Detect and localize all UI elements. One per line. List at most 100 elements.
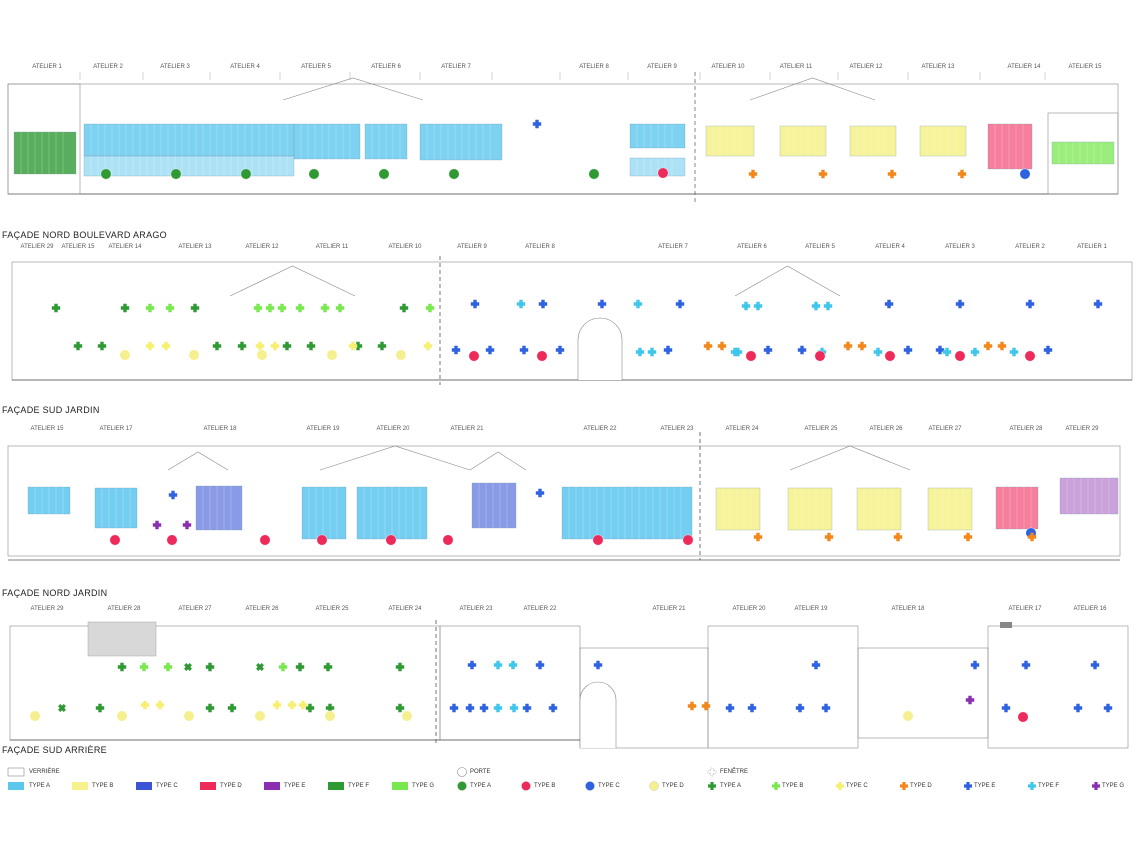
atelier-label: ATELIER 2 [93, 64, 123, 70]
window-marker [725, 703, 735, 713]
window-marker [73, 341, 83, 351]
verriere-panel [705, 125, 755, 157]
building-outlines [7, 72, 1133, 749]
window-marker [323, 662, 333, 672]
legend-verriere-type-d: TYPE D [220, 783, 242, 789]
window-marker [887, 169, 897, 179]
atelier-label: ATELIER 21 [450, 426, 484, 432]
window-marker [701, 701, 711, 711]
verriere-panel [419, 123, 503, 161]
window-marker [485, 345, 495, 355]
window-marker [942, 347, 952, 357]
window-marker [824, 532, 834, 542]
window-marker [597, 299, 607, 309]
roof-gable [789, 445, 911, 471]
atelier-label: ATELIER 26 [869, 426, 903, 432]
door-marker [954, 350, 966, 362]
atelier-label: ATELIER 3 [160, 64, 190, 70]
window-marker [270, 341, 280, 351]
window-marker [753, 532, 763, 542]
window-marker [470, 299, 480, 309]
window-marker [903, 345, 913, 355]
door-marker [588, 168, 600, 180]
window-marker [703, 341, 713, 351]
atelier-label: ATELIER 7 [441, 64, 471, 70]
window-marker [212, 341, 222, 351]
verriere-panel [471, 482, 517, 529]
window-marker [1021, 660, 1031, 670]
window-marker [265, 303, 275, 313]
window-marker [763, 345, 773, 355]
door-marker [592, 534, 604, 546]
window-marker [1093, 299, 1103, 309]
window-marker [253, 303, 263, 313]
atelier-label: ATELIER 4 [875, 244, 905, 250]
door-marker [682, 534, 694, 546]
legend-verriere-type-b: TYPE B [92, 783, 114, 789]
window-marker [733, 347, 743, 357]
atelier-label: ATELIER 24 [388, 606, 422, 612]
window-marker [970, 347, 980, 357]
door-marker [324, 710, 336, 722]
window-marker [152, 520, 162, 530]
window-marker [522, 703, 532, 713]
window-marker [395, 662, 405, 672]
window-marker [449, 703, 459, 713]
atelier-label: ATELIER 23 [459, 606, 493, 612]
window-marker [508, 660, 518, 670]
verriere-panels [13, 123, 1119, 540]
facade-title-nord-jardin: FAÇADE NORD JARDIN [2, 588, 108, 598]
legend-fenetre-swatch [964, 782, 973, 791]
verriere-panel [293, 123, 361, 160]
door-marker [448, 168, 460, 180]
atelier-label: ATELIER 25 [315, 606, 349, 612]
window-marker [165, 303, 175, 313]
door-marker [119, 349, 131, 361]
window-marker [741, 301, 751, 311]
legend-verriere-type-g: TYPE G [412, 783, 435, 789]
window-marker [348, 341, 358, 351]
window-marker [873, 347, 883, 357]
atelier-label: ATELIER 19 [306, 426, 340, 432]
atelier-label: ATELIER 17 [1008, 606, 1042, 612]
legend-verriere-type-c: TYPE C [156, 783, 178, 789]
window-marker [282, 341, 292, 351]
verriere-panel [301, 486, 347, 540]
window-marker [717, 341, 727, 351]
atelier-label: ATELIER 24 [725, 426, 759, 432]
window-marker [120, 303, 130, 313]
window-marker [747, 703, 757, 713]
door-marker [170, 168, 182, 180]
door-marker [240, 168, 252, 180]
window-marker [335, 303, 345, 313]
atelier-label: ATELIER 9 [647, 64, 677, 70]
window-marker [287, 700, 297, 710]
roof-gable [167, 451, 229, 471]
roof-gable [734, 265, 841, 297]
atelier-label: ATELIER 6 [737, 244, 767, 250]
door-marker [316, 534, 328, 546]
window-marker [272, 700, 282, 710]
building-block [7, 445, 1121, 557]
window-marker [325, 703, 335, 713]
window-marker [997, 341, 1007, 351]
window-marker [295, 662, 305, 672]
window-marker [305, 703, 315, 713]
building-block [7, 83, 81, 195]
window-marker [1103, 703, 1113, 713]
window-marker [675, 299, 685, 309]
legend-fenetre-type-g: TYPE G [1102, 783, 1125, 789]
window-marker [256, 663, 264, 671]
window-marker [377, 341, 387, 351]
atelier-label: ATELIER 29 [30, 606, 64, 612]
window-marker [593, 660, 603, 670]
legend-verriere-label: VERRIÈRE [29, 769, 60, 775]
window-marker [425, 303, 435, 313]
window-marker [320, 303, 330, 313]
window-marker [395, 703, 405, 713]
window-marker [465, 703, 475, 713]
window-marker [277, 303, 287, 313]
verriere-panel [787, 487, 833, 531]
legend-fenetre-swatch [772, 782, 781, 791]
door-marker [116, 710, 128, 722]
